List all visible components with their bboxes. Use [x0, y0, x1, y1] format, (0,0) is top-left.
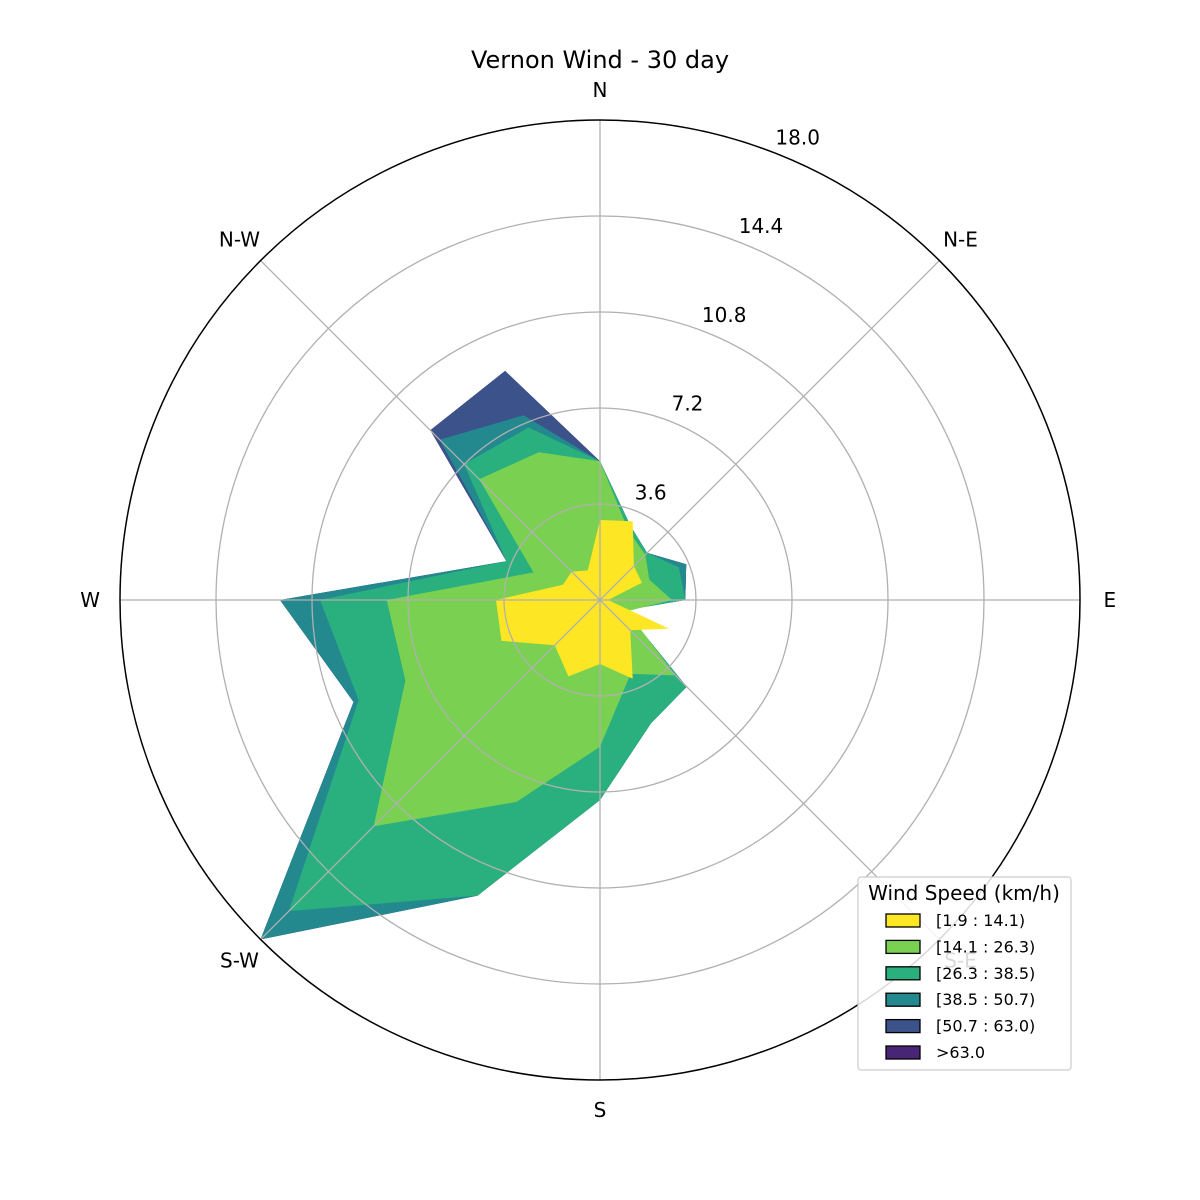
direction-label: N-W: [219, 228, 260, 252]
legend-label: [1.9 : 14.1): [936, 911, 1025, 930]
grid-spoke: [260, 599, 601, 940]
radial-tick-label: 7.2: [672, 392, 704, 416]
chart-title: Vernon Wind - 30 day: [471, 46, 729, 74]
legend-title: Wind Speed (km/h): [868, 881, 1060, 905]
legend: Wind Speed (km/h) [1.9 : 14.1) [14.1 : 26…: [857, 876, 1072, 1071]
legend-label: [38.5 : 50.7): [936, 990, 1035, 1009]
grid-spoke: [599, 260, 940, 601]
direction-label: N-E: [943, 228, 978, 252]
polar-grid: [120, 120, 1080, 1080]
radial-tick-label: 10.8: [702, 303, 747, 327]
legend-swatch: [885, 939, 921, 955]
grid-spoke: [260, 260, 601, 601]
direction-label: S: [594, 1098, 607, 1122]
radial-tick-label: 3.6: [635, 480, 667, 504]
legend-label: [14.1 : 26.3): [936, 937, 1035, 956]
legend-swatch: [885, 1045, 921, 1060]
direction-label: W: [80, 588, 100, 612]
polar-outer-frame: [119, 119, 1081, 1081]
legend-swatch: [885, 966, 921, 981]
legend-label: >63.0: [936, 1043, 985, 1062]
radial-tick-labels: 3.6 7.2 10.8 14.4 18.0: [635, 126, 820, 505]
radial-tick-label: 14.4: [739, 214, 784, 238]
direction-label: S-W: [220, 949, 259, 973]
direction-label: E: [1103, 588, 1116, 612]
legend-swatch: [885, 1018, 921, 1034]
legend-label: [50.7 : 63.0): [936, 1017, 1035, 1036]
petal-layers: [260, 370, 687, 940]
legend-swatch: [885, 913, 921, 928]
legend-items: [1.9 : 14.1) [14.1 : 26.3) [26.3 : 38.5) [3…: [885, 911, 1035, 1062]
radial-tick-label: 18.0: [775, 126, 820, 150]
legend-swatch: [885, 992, 921, 1007]
direction-label: N: [593, 78, 608, 102]
legend-label: [26.3 : 38.5): [936, 964, 1035, 983]
